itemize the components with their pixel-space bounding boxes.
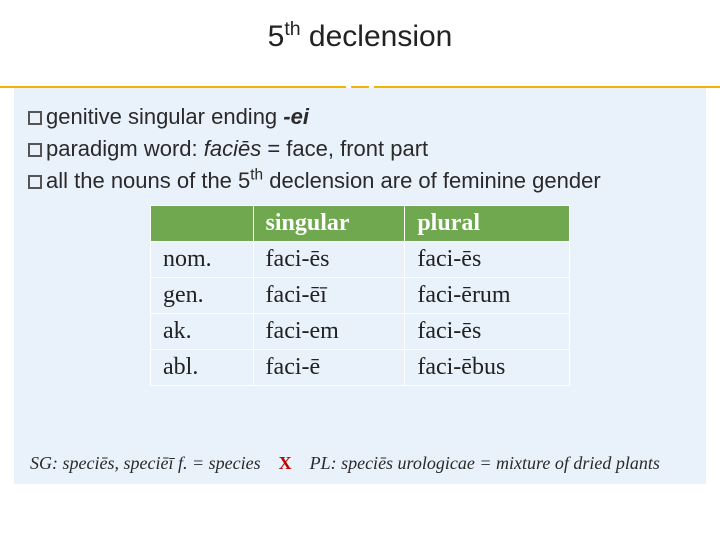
bullet-text: genitive singular ending [46,104,283,129]
bullet-emph: -ei [283,104,309,129]
cell-singular: faci-ēs [253,242,405,278]
table-header-corner [151,206,254,242]
cell-singular: faci-ēī [253,278,405,314]
checkbox-icon [28,175,42,189]
row-label: gen. [151,278,254,314]
table-row: abl.faci-ēfaci-ēbus [151,350,570,386]
table-header-row: singular plural [151,206,570,242]
bullet-text: = face, front part [261,136,428,161]
footer-x: X [279,453,292,474]
cell-plural: faci-ērum [405,278,570,314]
bullet-item: genitive singular ending -ei [28,102,692,132]
table-body: nom.faci-ēsfaci-ēsgen.faci-ēīfaci-ērumak… [151,242,570,386]
cell-singular: faci-ē [253,350,405,386]
cell-plural: faci-ēs [405,314,570,350]
row-label: abl. [151,350,254,386]
bullet-item: paradigm word: faciēs = face, front part [28,134,692,164]
cell-plural: faci-ēbus [405,350,570,386]
table-header-singular: singular [253,206,405,242]
bullet-item: all the nouns of the 5th declension are … [28,165,692,195]
table-row: nom.faci-ēsfaci-ēs [151,242,570,278]
cell-plural: faci-ēs [405,242,570,278]
content-box: genitive singular ending -ei paradigm wo… [14,88,706,484]
footer-line: SG: speciēs, speciēī f. = species X PL: … [14,453,706,474]
declension-table-wrap: singular plural nom.faci-ēsfaci-ēsgen.fa… [150,205,570,386]
slide: 5th declension genitive singular ending … [0,0,720,540]
footer-left: SG: speciēs, speciēī f. = species [30,453,261,474]
cell-singular: faci-em [253,314,405,350]
bullet-text: all the nouns of the 5th declension are … [46,168,601,193]
declension-table: singular plural nom.faci-ēsfaci-ēsgen.fa… [150,205,570,386]
bullet-emph: faciēs [204,136,261,161]
checkbox-icon [28,111,42,125]
bullet-list: genitive singular ending -ei paradigm wo… [28,102,692,195]
footer-right: PL: speciēs urologicae = mixture of drie… [310,453,660,474]
row-label: ak. [151,314,254,350]
slide-title: 5th declension [0,0,720,66]
table-header-plural: plural [405,206,570,242]
row-label: nom. [151,242,254,278]
table-row: ak.faci-emfaci-ēs [151,314,570,350]
bullet-text: paradigm word: [46,136,204,161]
table-row: gen.faci-ēīfaci-ērum [151,278,570,314]
checkbox-icon [28,143,42,157]
